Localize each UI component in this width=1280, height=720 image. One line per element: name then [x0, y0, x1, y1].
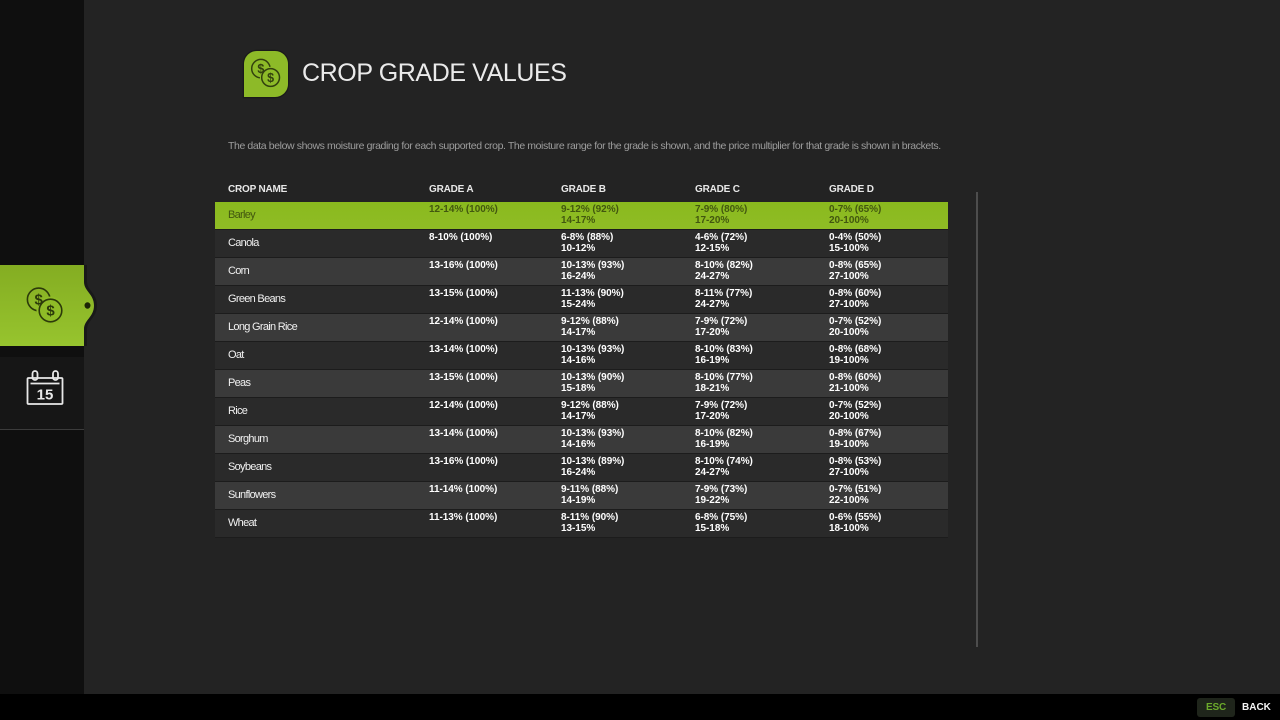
svg-text:$: $ — [35, 292, 44, 309]
svg-text:15: 15 — [37, 387, 54, 404]
svg-text:$: $ — [46, 303, 55, 320]
svg-text:$: $ — [267, 71, 274, 85]
svg-text:$: $ — [257, 62, 264, 76]
